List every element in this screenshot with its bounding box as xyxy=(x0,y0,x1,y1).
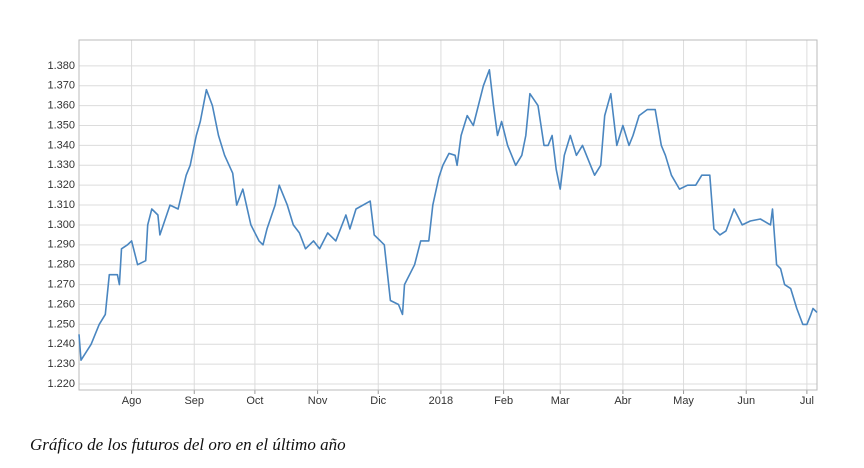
x-tick-label: Jun xyxy=(737,395,755,407)
y-tick-label: 1.270 xyxy=(47,279,75,291)
x-tick-label: Jul xyxy=(800,395,814,407)
x-tick-label: Nov xyxy=(308,395,328,407)
x-tick-label: Dic xyxy=(370,395,386,407)
x-tick-label: Abr xyxy=(614,395,631,407)
caption: Gráfico de los futuros del oro en el últ… xyxy=(30,435,346,454)
x-tick-label: Sep xyxy=(184,395,204,407)
x-tick-label: Oct xyxy=(246,395,263,407)
y-tick-label: 1.310 xyxy=(47,199,75,211)
y-tick-label: 1.280 xyxy=(47,259,75,271)
x-tick-label: 2018 xyxy=(429,395,453,407)
y-tick-label: 1.240 xyxy=(47,338,75,350)
y-tick-label: 1.360 xyxy=(47,100,75,112)
y-tick-label: 1.370 xyxy=(47,80,75,92)
y-tick-label: 1.300 xyxy=(47,219,75,231)
plot-frame xyxy=(78,39,818,391)
y-tick-label: 1.220 xyxy=(47,378,75,390)
y-tick-label: 1.330 xyxy=(47,159,75,171)
x-tick-label: Ago xyxy=(122,395,142,407)
y-tick-label: 1.230 xyxy=(47,358,75,370)
y-tick-label: 1.320 xyxy=(47,179,75,191)
x-tick-label: May xyxy=(673,395,694,407)
y-tick-label: 1.290 xyxy=(47,239,75,251)
x-tick-label: Feb xyxy=(494,395,513,407)
x-tick-label: Mar xyxy=(551,395,570,407)
y-tick-label: 1.250 xyxy=(47,318,75,330)
y-tick-label: 1.340 xyxy=(47,139,75,151)
price-line xyxy=(78,69,818,361)
y-tick-label: 1.350 xyxy=(47,119,75,131)
y-tick-label: 1.380 xyxy=(47,60,75,72)
y-tick-label: 1.260 xyxy=(47,298,75,310)
